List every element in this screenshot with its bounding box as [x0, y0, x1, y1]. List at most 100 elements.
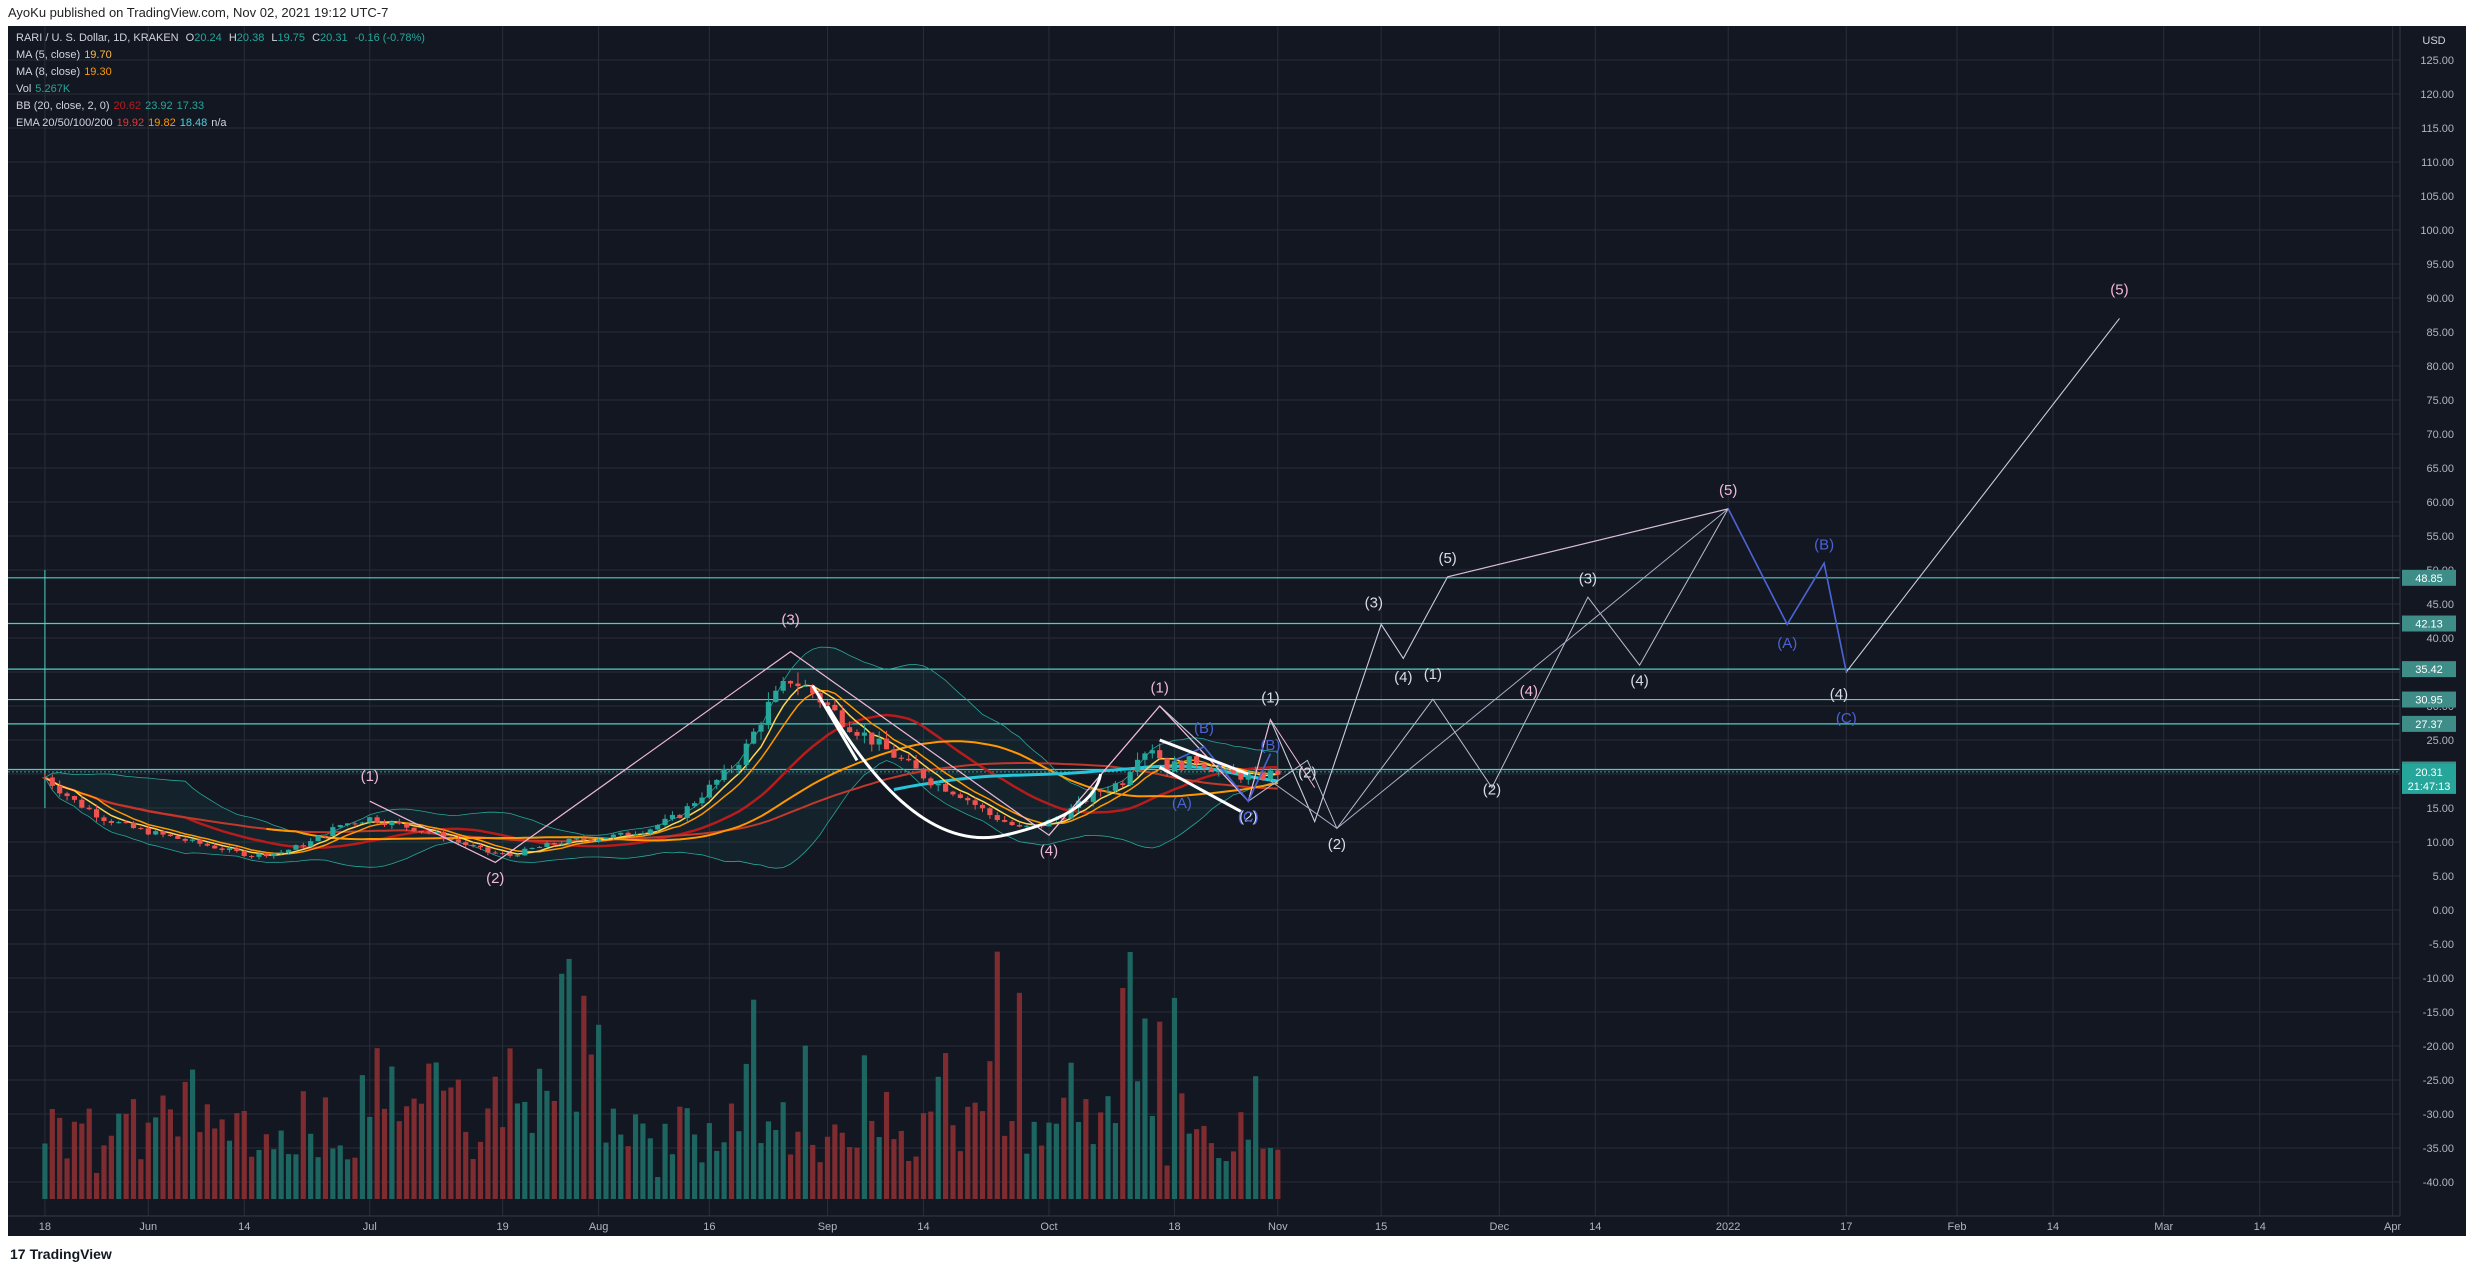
candle-body [839, 710, 845, 728]
volume-bar [1157, 1021, 1163, 1199]
candle-body [71, 796, 78, 800]
candle-body [802, 685, 808, 687]
volume-bar [1112, 1123, 1118, 1199]
candle-body [367, 817, 373, 823]
volume-bar [57, 1117, 63, 1199]
wave-labels: (1)(2)(3)(4)(1)(2)(B)(A)(C)(B)(1)(2)(2)(… [361, 282, 2129, 887]
candle-body [470, 844, 476, 846]
volume-bar [514, 1103, 520, 1199]
tradingview-logo[interactable]: 17 TradingView [10, 1246, 112, 1262]
legend-ema-row[interactable]: EMA 20/50/100/200 19.92 19.82 18.48 n/a [16, 115, 425, 132]
volume-bar [706, 1123, 712, 1199]
candle-body [345, 823, 351, 826]
candle-body [1068, 808, 1074, 819]
volume-bar [485, 1108, 491, 1199]
volume-bar [773, 1130, 779, 1199]
wave-label: (1) [1261, 690, 1279, 707]
ema-value-1: 19.92 [116, 117, 145, 129]
candle-body [492, 852, 498, 854]
time-tick-label: 14 [1589, 1221, 1601, 1233]
ma8-label: MA (8, close) [16, 66, 81, 78]
candle-body [1216, 769, 1222, 772]
candle-body [477, 845, 484, 848]
volume-bar [463, 1131, 469, 1199]
legend-bb-row[interactable]: BB (20, close, 2, 0) 20.62 23.92 17.33 [16, 98, 425, 115]
volume-bar [935, 1076, 941, 1199]
volume-bar [1031, 1121, 1037, 1199]
candle-body [175, 836, 181, 839]
symbol-title[interactable]: RARI / U. S. Dollar, 1D, KRAKEN [16, 32, 179, 44]
volume-bar [330, 1148, 336, 1199]
candle-body [891, 749, 897, 758]
volume-bar [300, 1091, 306, 1199]
volume-bar [138, 1159, 144, 1199]
candle-body [787, 680, 794, 684]
high-value: 20.38 [236, 32, 265, 44]
volume-bar [389, 1066, 395, 1199]
volume-bar [1208, 1143, 1214, 1199]
volume-bar [847, 1147, 853, 1199]
footer: 17 TradingView [0, 1236, 2474, 1274]
volume-bar [249, 1156, 255, 1199]
bb-label: BB (20, close, 2, 0) [16, 100, 110, 112]
volume-bar [979, 1111, 986, 1199]
chart-area[interactable]: (1)(2)(3)(4)(1)(2)(B)(A)(C)(B)(1)(2)(2)(… [8, 26, 2466, 1236]
volume-bar [315, 1157, 321, 1199]
volume-bar [352, 1157, 358, 1199]
volume-bar [603, 1142, 609, 1199]
volume-bar [728, 1103, 735, 1199]
candle-body [381, 822, 388, 826]
volume-bar [271, 1149, 277, 1199]
volume-bar [1038, 1145, 1045, 1199]
legend-ma8-row[interactable]: MA (8, close) 19.30 [16, 64, 425, 81]
wave-label: (1) [1424, 666, 1442, 683]
price-level-label: 42.13 [2415, 619, 2443, 631]
ema-100-line [266, 740, 1278, 842]
time-axis[interactable]: 18 Jun 14 Jul 19 Aug 16 Sep 14 Oct 18 Nov 15 Dec 14 202… [39, 1221, 2402, 1233]
candle-body [219, 848, 225, 850]
volume-bar [684, 1108, 690, 1199]
price-tick-label: 55.00 [2426, 531, 2454, 543]
open-label: O [185, 32, 195, 44]
legend-vol-row[interactable]: Vol 5.267K [16, 81, 425, 98]
candle-body [536, 846, 543, 848]
time-tick-label: Nov [1268, 1221, 1288, 1233]
candle-body [507, 853, 513, 856]
volume-bar [426, 1063, 432, 1199]
candle-body [669, 814, 676, 819]
candle-body [596, 839, 602, 841]
moving-averages [44, 684, 1279, 856]
candle-body [463, 842, 469, 845]
candle-body [965, 797, 971, 801]
wave-path-alt [1248, 508, 1729, 830]
price-tick-label: 25.00 [2426, 735, 2454, 747]
volume-bar [374, 1048, 380, 1199]
candle-body [138, 828, 144, 830]
candle-body [448, 839, 454, 841]
candle-body [559, 843, 565, 845]
candle-body [64, 793, 70, 797]
candle-body [758, 725, 764, 732]
candle-body [130, 822, 137, 829]
legend-ma5-row[interactable]: MA (5, close) 19.70 [16, 47, 425, 64]
price-tick-label: 45.00 [2426, 599, 2454, 611]
volume-bar [470, 1159, 476, 1199]
price-axis[interactable]: -40.00 -35.00 -30.00 -25.00 -20.00 -15.00 -10.… [2402, 55, 2456, 1189]
volume-bar [765, 1121, 772, 1199]
price-tick-label: 100.00 [2420, 225, 2454, 237]
wave-label: (B) [1814, 537, 1834, 554]
candle-body [876, 738, 882, 745]
candle-body [145, 828, 151, 835]
candle-body [167, 834, 174, 837]
candle-body [692, 803, 698, 807]
candle-body [57, 785, 63, 794]
wave-label: (5) [1719, 482, 1737, 499]
volume-bar [308, 1133, 314, 1199]
candle-body [566, 838, 572, 844]
candle-body [1171, 761, 1178, 772]
candle-body [256, 853, 262, 857]
volume-bar [581, 995, 587, 1199]
volume-bar [64, 1158, 70, 1199]
volume-bar [440, 1090, 447, 1199]
volume-bar [536, 1068, 543, 1199]
